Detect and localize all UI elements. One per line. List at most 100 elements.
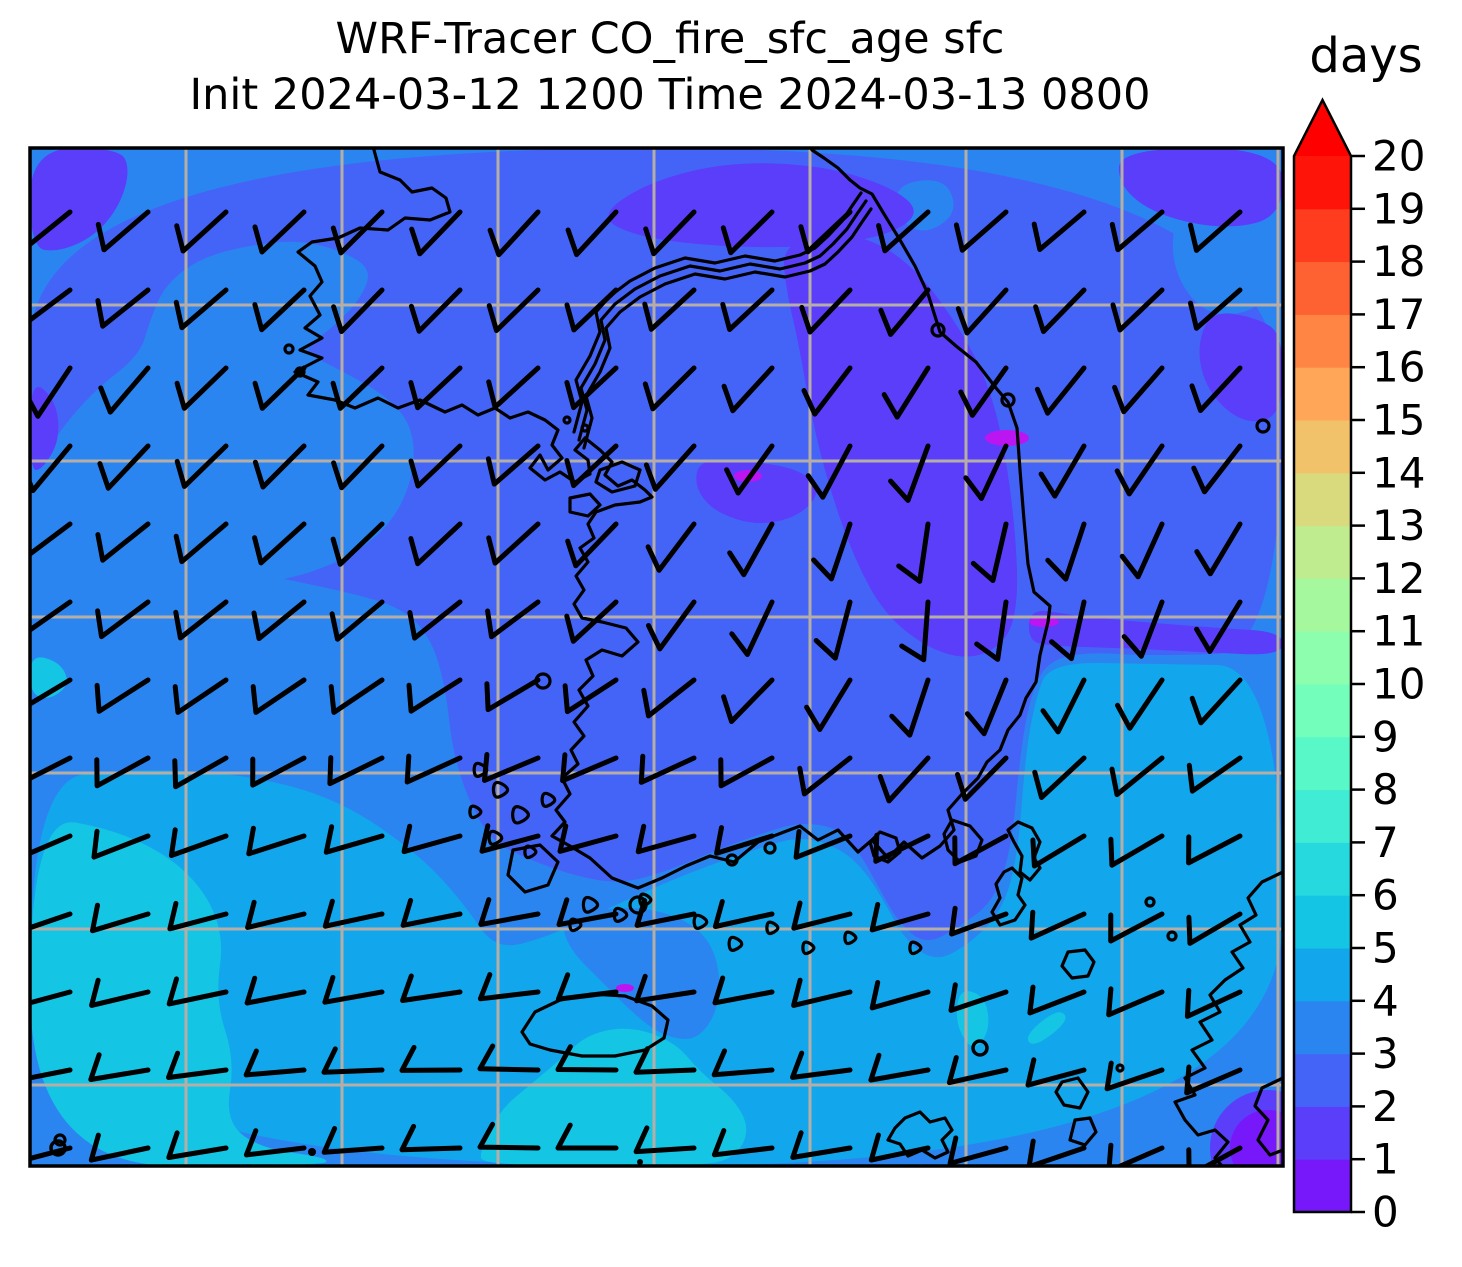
wind-barb — [721, 365, 775, 414]
colorbar-tick-label: 8 — [1372, 765, 1399, 814]
islet-circle — [930, 322, 946, 338]
colorbar-tick-label: 5 — [1372, 924, 1399, 973]
island-kyushu-main — [1173, 870, 1283, 1166]
colorbar-segment-9-10 — [1294, 683, 1351, 738]
small-island — [843, 930, 858, 946]
wind-barb — [1031, 209, 1087, 252]
wind-barb — [94, 677, 151, 714]
calm-wind-circle — [971, 1039, 989, 1057]
wind-barb — [881, 365, 931, 420]
wind-barb — [485, 443, 541, 487]
small-island — [540, 791, 557, 808]
wind-barb — [322, 974, 385, 1005]
colorbar-segment-16-17 — [1294, 313, 1351, 368]
wind-barb — [873, 832, 931, 864]
wind-barb — [811, 521, 853, 582]
wind-barb — [555, 972, 619, 1002]
wind-barb — [174, 443, 229, 489]
wind-barb — [1038, 443, 1087, 499]
wind-barb — [949, 905, 1009, 937]
wind-barb — [565, 209, 619, 258]
wind-barb — [634, 973, 697, 1004]
wind-barb — [1184, 1064, 1243, 1096]
wind-barb — [88, 1052, 151, 1082]
wind-barb — [633, 1046, 697, 1075]
wind-barb — [718, 755, 775, 789]
wind-barb — [322, 898, 385, 929]
wind-barb — [798, 209, 853, 255]
wind-barb — [565, 521, 619, 569]
wind-barb — [250, 755, 307, 788]
wind-barb — [173, 521, 229, 565]
wind-barb — [642, 365, 697, 412]
wind-barb — [98, 365, 151, 415]
dmz-border-line — [577, 199, 868, 442]
wind-barb — [635, 823, 697, 855]
wind-barb — [30, 443, 73, 494]
colorbar-segment-4-5 — [1294, 947, 1351, 1002]
colorbar-tick-label: 18 — [1372, 237, 1425, 286]
colorbar-tick-label: 19 — [1372, 184, 1425, 233]
small-island — [487, 829, 504, 846]
wind-barb — [168, 827, 229, 858]
wind-barb — [329, 599, 385, 642]
wind-barb — [641, 677, 697, 719]
wind-barb — [869, 980, 931, 1011]
wind-barb — [564, 287, 619, 333]
wind-barb — [486, 365, 541, 410]
wind-barb — [406, 677, 463, 714]
wind-barb — [712, 975, 775, 1006]
wind-barb — [243, 1128, 307, 1158]
wind-barb — [724, 443, 775, 496]
wind-barb — [166, 1050, 229, 1080]
colorbar-outline — [1292, 97, 1353, 1214]
small-island — [612, 906, 629, 923]
wind-barb — [30, 677, 73, 707]
wind-barb — [974, 599, 1009, 662]
wind-barb — [877, 755, 931, 804]
wind-barb — [790, 1050, 853, 1080]
colorbar-segment-17-18 — [1294, 261, 1351, 315]
islet-circle — [725, 853, 739, 867]
wind-barb — [399, 1123, 463, 1153]
wind-barb — [30, 365, 73, 419]
wind-barb — [564, 365, 619, 411]
wind-barb — [408, 521, 463, 567]
wind-barb — [327, 755, 385, 787]
wind-barb — [868, 1052, 931, 1083]
wind-barb — [888, 443, 931, 503]
colorbar-segment-8-9 — [1294, 736, 1351, 791]
wind-barb — [97, 443, 151, 491]
wind-barb — [95, 287, 151, 329]
colorbar-segment-12-13 — [1294, 525, 1351, 579]
wind-barb — [323, 824, 385, 855]
wind-barb — [244, 975, 307, 1006]
wind-barb — [400, 897, 463, 928]
colorbar-tick-label: 6 — [1372, 871, 1399, 920]
wind-barb — [1186, 911, 1243, 946]
map-area — [30, 148, 1283, 1166]
wind-barb — [955, 755, 1009, 802]
wind-barb — [634, 898, 697, 928]
colorbar-segment-0-1 — [1294, 1158, 1351, 1213]
wind-barb — [400, 973, 463, 1003]
island-tsushima-south — [990, 866, 1027, 927]
wind-barb — [246, 825, 307, 857]
colorbar-tick-label: 4 — [1372, 976, 1399, 1025]
wind-barb — [1186, 1145, 1243, 1166]
wind-barb — [1034, 365, 1087, 416]
wind-barb — [399, 1044, 463, 1073]
wind-barb — [896, 521, 931, 584]
wind-barb — [95, 599, 151, 640]
wind-barb — [1186, 833, 1243, 866]
wind-barb — [167, 900, 229, 932]
wind-barb — [330, 209, 385, 256]
islet-circle — [628, 895, 648, 915]
small-island — [908, 940, 923, 956]
wind-barb — [955, 287, 1009, 336]
wind-barb — [250, 677, 307, 715]
map-frame — [28, 146, 1285, 1168]
islet-circle — [294, 366, 306, 378]
islet-circle — [580, 423, 590, 433]
